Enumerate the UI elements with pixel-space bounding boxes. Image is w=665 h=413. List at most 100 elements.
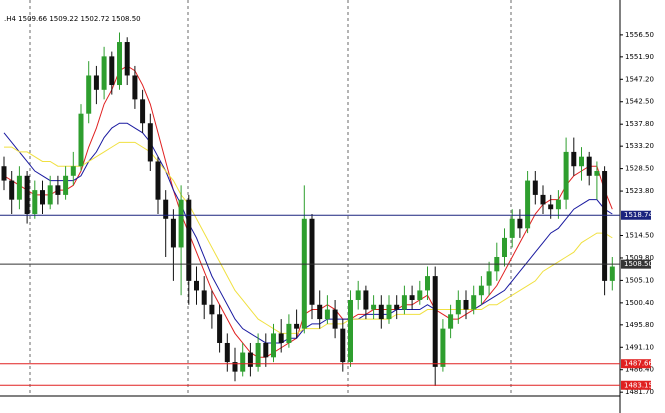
candle-body — [247, 352, 253, 367]
candle-body — [394, 304, 400, 310]
candle-body — [317, 304, 323, 320]
candle-body — [301, 218, 307, 329]
candle-body — [525, 180, 531, 229]
candle-body — [371, 304, 377, 310]
candle-body — [340, 328, 346, 363]
candle-body — [194, 280, 199, 291]
candle-body — [348, 299, 353, 363]
chart-title: .H4 1509.66 1509.22 1502.72 1508.50 — [4, 15, 141, 23]
candle-body — [55, 185, 61, 195]
candle-body — [40, 190, 45, 205]
candle-body — [486, 271, 492, 286]
candle-body — [478, 285, 484, 296]
candle-body — [201, 290, 207, 305]
candle-body — [24, 175, 30, 215]
candle-body — [286, 323, 292, 343]
candle-body — [386, 304, 392, 320]
candle-body — [294, 323, 300, 329]
y-tick-label: 1533.20 — [625, 142, 654, 150]
candle-body — [509, 218, 515, 238]
candle-body — [32, 190, 38, 215]
level-label: 1518.74 — [624, 211, 653, 219]
candle-body — [332, 309, 338, 329]
y-tick-label: 1495.80 — [625, 321, 654, 329]
candle-body — [563, 151, 569, 200]
candle-body — [278, 333, 284, 343]
y-tick-label: 1542.50 — [625, 98, 654, 106]
candle-body — [186, 199, 192, 281]
candle-body — [1, 166, 7, 181]
level-label-box — [621, 380, 651, 390]
level-label-box — [621, 259, 651, 269]
y-tick-label: 1486.40 — [625, 366, 654, 374]
candle-body — [502, 237, 507, 257]
candle-body — [463, 299, 469, 310]
candle-body — [78, 113, 84, 167]
candle-body — [263, 342, 269, 358]
y-tick-label: 1514.50 — [625, 231, 654, 239]
candle-body — [555, 199, 561, 210]
candle-body — [309, 218, 315, 305]
y-tick-label: 1509.80 — [625, 254, 654, 262]
y-tick-label: 1551.90 — [625, 53, 654, 61]
candle-body — [448, 314, 454, 329]
candle-body — [440, 328, 446, 367]
candle-body — [47, 185, 53, 205]
y-tick-label: 1505.10 — [625, 276, 654, 284]
candle-body — [147, 123, 153, 162]
level-label: 1487.66 — [624, 360, 653, 368]
level-label-box — [621, 210, 651, 220]
candle-body — [517, 218, 523, 229]
candle-body — [163, 199, 169, 219]
candle-body — [471, 295, 477, 310]
candle-body — [417, 290, 423, 300]
candle-body — [240, 352, 246, 372]
candle-body — [355, 290, 361, 300]
y-tick-label: 1537.80 — [625, 120, 654, 128]
candle-body — [209, 304, 215, 315]
y-tick-label: 1491.10 — [625, 343, 654, 351]
candle-body — [132, 75, 138, 100]
candle-body — [9, 180, 15, 200]
moving-average — [3, 122, 613, 344]
candle-body — [409, 295, 415, 300]
candle-body — [155, 161, 161, 200]
y-tick-label: 1523.80 — [625, 187, 654, 195]
candle-body — [124, 42, 130, 76]
candle-body — [432, 276, 438, 367]
candle-body — [178, 199, 184, 248]
y-tick-label: 1556.50 — [625, 31, 654, 39]
candle-body — [70, 166, 76, 176]
candle-body — [16, 175, 22, 200]
candle-body — [271, 333, 276, 358]
moving-average — [4, 141, 613, 334]
y-tick-label: 1547.20 — [625, 75, 654, 83]
candle-body — [425, 276, 430, 291]
candle-body — [594, 171, 600, 176]
candle-body — [101, 56, 107, 90]
candle-body — [579, 156, 584, 167]
y-tick-label: 1500.40 — [625, 299, 654, 307]
candle-body — [170, 218, 176, 248]
candle-body — [109, 56, 115, 86]
y-tick-label: 1481.70 — [625, 388, 654, 396]
candle-body — [401, 295, 407, 310]
candle-body — [255, 342, 261, 367]
level-label: 1508.50 — [624, 260, 653, 268]
candle-body — [140, 99, 146, 124]
candle-body — [217, 314, 223, 343]
candle-body — [363, 290, 369, 310]
candle-body — [586, 156, 592, 176]
moving-average — [3, 65, 613, 358]
candle-body — [324, 309, 330, 320]
candle-body — [232, 362, 238, 372]
candle-body — [86, 75, 92, 114]
y-tick-label: 1528.50 — [625, 165, 654, 173]
candle-body — [532, 180, 538, 195]
candle-body — [548, 204, 554, 210]
level-label-box — [621, 359, 651, 369]
candle-body — [224, 342, 230, 363]
candle-body — [378, 304, 384, 320]
